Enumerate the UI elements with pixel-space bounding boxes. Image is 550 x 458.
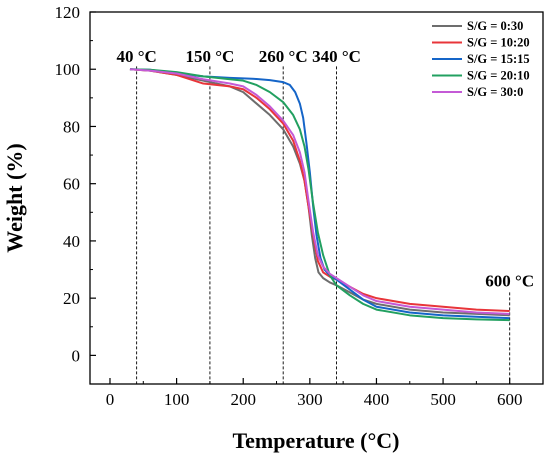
annotation-label-2: 260 °C <box>259 47 308 66</box>
x-tick-label-1: 100 <box>164 390 190 409</box>
y-tick-label-0: 0 <box>72 346 81 365</box>
plot-frame <box>89 11 544 385</box>
annotation-label-0: 40 °C <box>116 47 156 66</box>
legend-label-2: S/G = 15:15 <box>467 52 530 66</box>
y-tick-label-2: 40 <box>63 232 80 251</box>
series-line-3 <box>129 68 510 322</box>
y-tick-label-4: 80 <box>63 117 80 136</box>
y-tick-label-1: 20 <box>63 289 80 308</box>
x-axis-title: Temperature (°C) <box>232 428 399 453</box>
annotation-lines <box>136 66 511 384</box>
x-tick-label-4: 400 <box>364 390 390 409</box>
legend-label-1: S/G = 10:20 <box>467 36 530 50</box>
x-tick-label-3: 300 <box>297 390 323 409</box>
legend: S/G = 0:30 S/G = 10:20 S/G = 15:15 S/G = 20… <box>432 19 530 99</box>
x-tick-label-2: 200 <box>230 390 256 409</box>
series-line-0 <box>129 68 510 317</box>
annotation-label-4: 600 °C <box>485 272 534 291</box>
x-tick-label-6: 600 <box>497 390 523 409</box>
legend-label-3: S/G = 20:10 <box>467 69 530 83</box>
y-tick-label-6: 120 <box>55 3 81 22</box>
x-tick-label-0: 0 <box>106 390 115 409</box>
x-axis-ticks: 0 100 200 300 400 500 600 <box>106 378 523 409</box>
series-lines <box>129 68 510 322</box>
legend-label-4: S/G = 30:0 <box>467 85 523 99</box>
annotation-labels: 40 °C 150 °C 260 °C 340 °C 600 °C <box>116 47 534 291</box>
y-tick-label-5: 100 <box>55 60 81 79</box>
y-tick-label-3: 60 <box>63 175 80 194</box>
series-line-4 <box>129 68 510 315</box>
series-line-2 <box>129 68 510 320</box>
annotation-label-3: 340 °C <box>312 47 361 66</box>
y-axis-ticks: 0 20 40 60 80 100 120 <box>55 3 96 365</box>
legend-label-0: S/G = 0:30 <box>467 19 523 33</box>
y-axis-title: Weight (%) <box>2 143 27 252</box>
annotation-label-1: 150 °C <box>185 47 234 66</box>
x-tick-label-5: 500 <box>430 390 456 409</box>
